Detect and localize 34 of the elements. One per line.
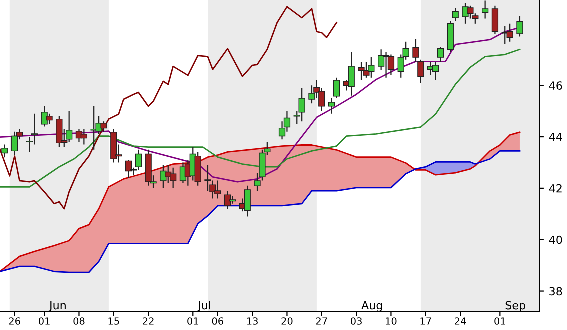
candlestick xyxy=(328,98,336,114)
candlestick xyxy=(452,8,459,22)
candlestick xyxy=(437,46,444,64)
x-tick-label: 20 xyxy=(282,318,293,325)
x-tick-label: 13 xyxy=(247,318,258,325)
x-tick-label: 08 xyxy=(74,318,85,325)
x-tick-label: 17 xyxy=(420,318,432,325)
x-tick-label: 10 xyxy=(386,318,397,325)
y-tick-label: 44 xyxy=(549,133,562,142)
x-tick-label: 01 xyxy=(188,318,198,325)
x-tick-label: 03 xyxy=(351,318,362,325)
candlestick xyxy=(516,16,524,38)
candlestick xyxy=(333,77,340,100)
line-series xyxy=(0,6,338,210)
annotation: Jul xyxy=(198,301,210,312)
candlestick xyxy=(492,5,499,35)
annotation: Aug xyxy=(362,301,382,312)
candlestick xyxy=(2,144,8,158)
x-tick-label: 24 xyxy=(455,318,466,325)
x-tick-label: 22 xyxy=(143,318,154,325)
x-tick-label: 26 xyxy=(9,318,20,325)
x-tick-label: 01 xyxy=(494,318,506,325)
x-tick-label: 06 xyxy=(212,318,224,325)
x-tick-label: 27 xyxy=(316,318,328,325)
y-tick-label: 38 xyxy=(550,287,562,296)
line-series xyxy=(0,48,521,188)
x-tick-label: 15 xyxy=(108,318,120,325)
annotation: Sep xyxy=(506,301,526,312)
annotation: Jun xyxy=(48,301,66,312)
y-tick-label: 46 xyxy=(549,82,562,90)
y-tick-label: 40 xyxy=(549,236,562,244)
x-tick-label: 01 xyxy=(39,318,50,325)
y-tick-label: 42 xyxy=(549,184,562,193)
candlestick xyxy=(482,0,489,20)
